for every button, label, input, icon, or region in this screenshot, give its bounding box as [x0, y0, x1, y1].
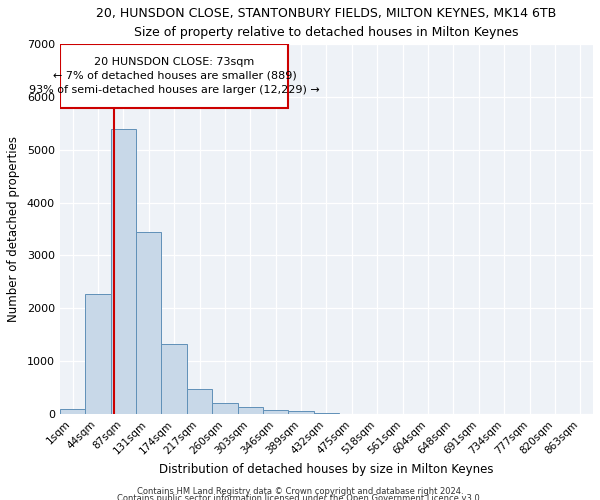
Bar — [289, 412, 314, 414]
Bar — [85, 294, 110, 414]
Bar — [161, 344, 187, 414]
Bar — [61, 44, 289, 108]
Bar — [110, 129, 136, 414]
Text: Contains HM Land Registry data © Crown copyright and database right 2024.: Contains HM Land Registry data © Crown c… — [137, 487, 463, 496]
Bar — [187, 389, 212, 414]
Bar — [60, 408, 85, 414]
Text: 20 HUNSDON CLOSE: 73sqm
← 7% of detached houses are smaller (889)
93% of semi-de: 20 HUNSDON CLOSE: 73sqm ← 7% of detached… — [29, 57, 320, 95]
X-axis label: Distribution of detached houses by size in Milton Keynes: Distribution of detached houses by size … — [159, 462, 494, 475]
Bar — [212, 404, 238, 414]
Y-axis label: Number of detached properties: Number of detached properties — [7, 136, 20, 322]
Bar — [263, 410, 289, 414]
Title: 20, HUNSDON CLOSE, STANTONBURY FIELDS, MILTON KEYNES, MK14 6TB
Size of property : 20, HUNSDON CLOSE, STANTONBURY FIELDS, M… — [97, 7, 557, 39]
Bar — [238, 407, 263, 414]
Bar — [136, 232, 161, 414]
Text: Contains public sector information licensed under the Open Government Licence v3: Contains public sector information licen… — [118, 494, 482, 500]
